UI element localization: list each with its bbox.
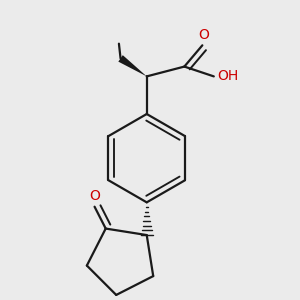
Text: O: O	[89, 189, 100, 203]
Text: O: O	[199, 28, 209, 42]
Polygon shape	[118, 55, 147, 76]
Text: OH: OH	[217, 69, 238, 83]
